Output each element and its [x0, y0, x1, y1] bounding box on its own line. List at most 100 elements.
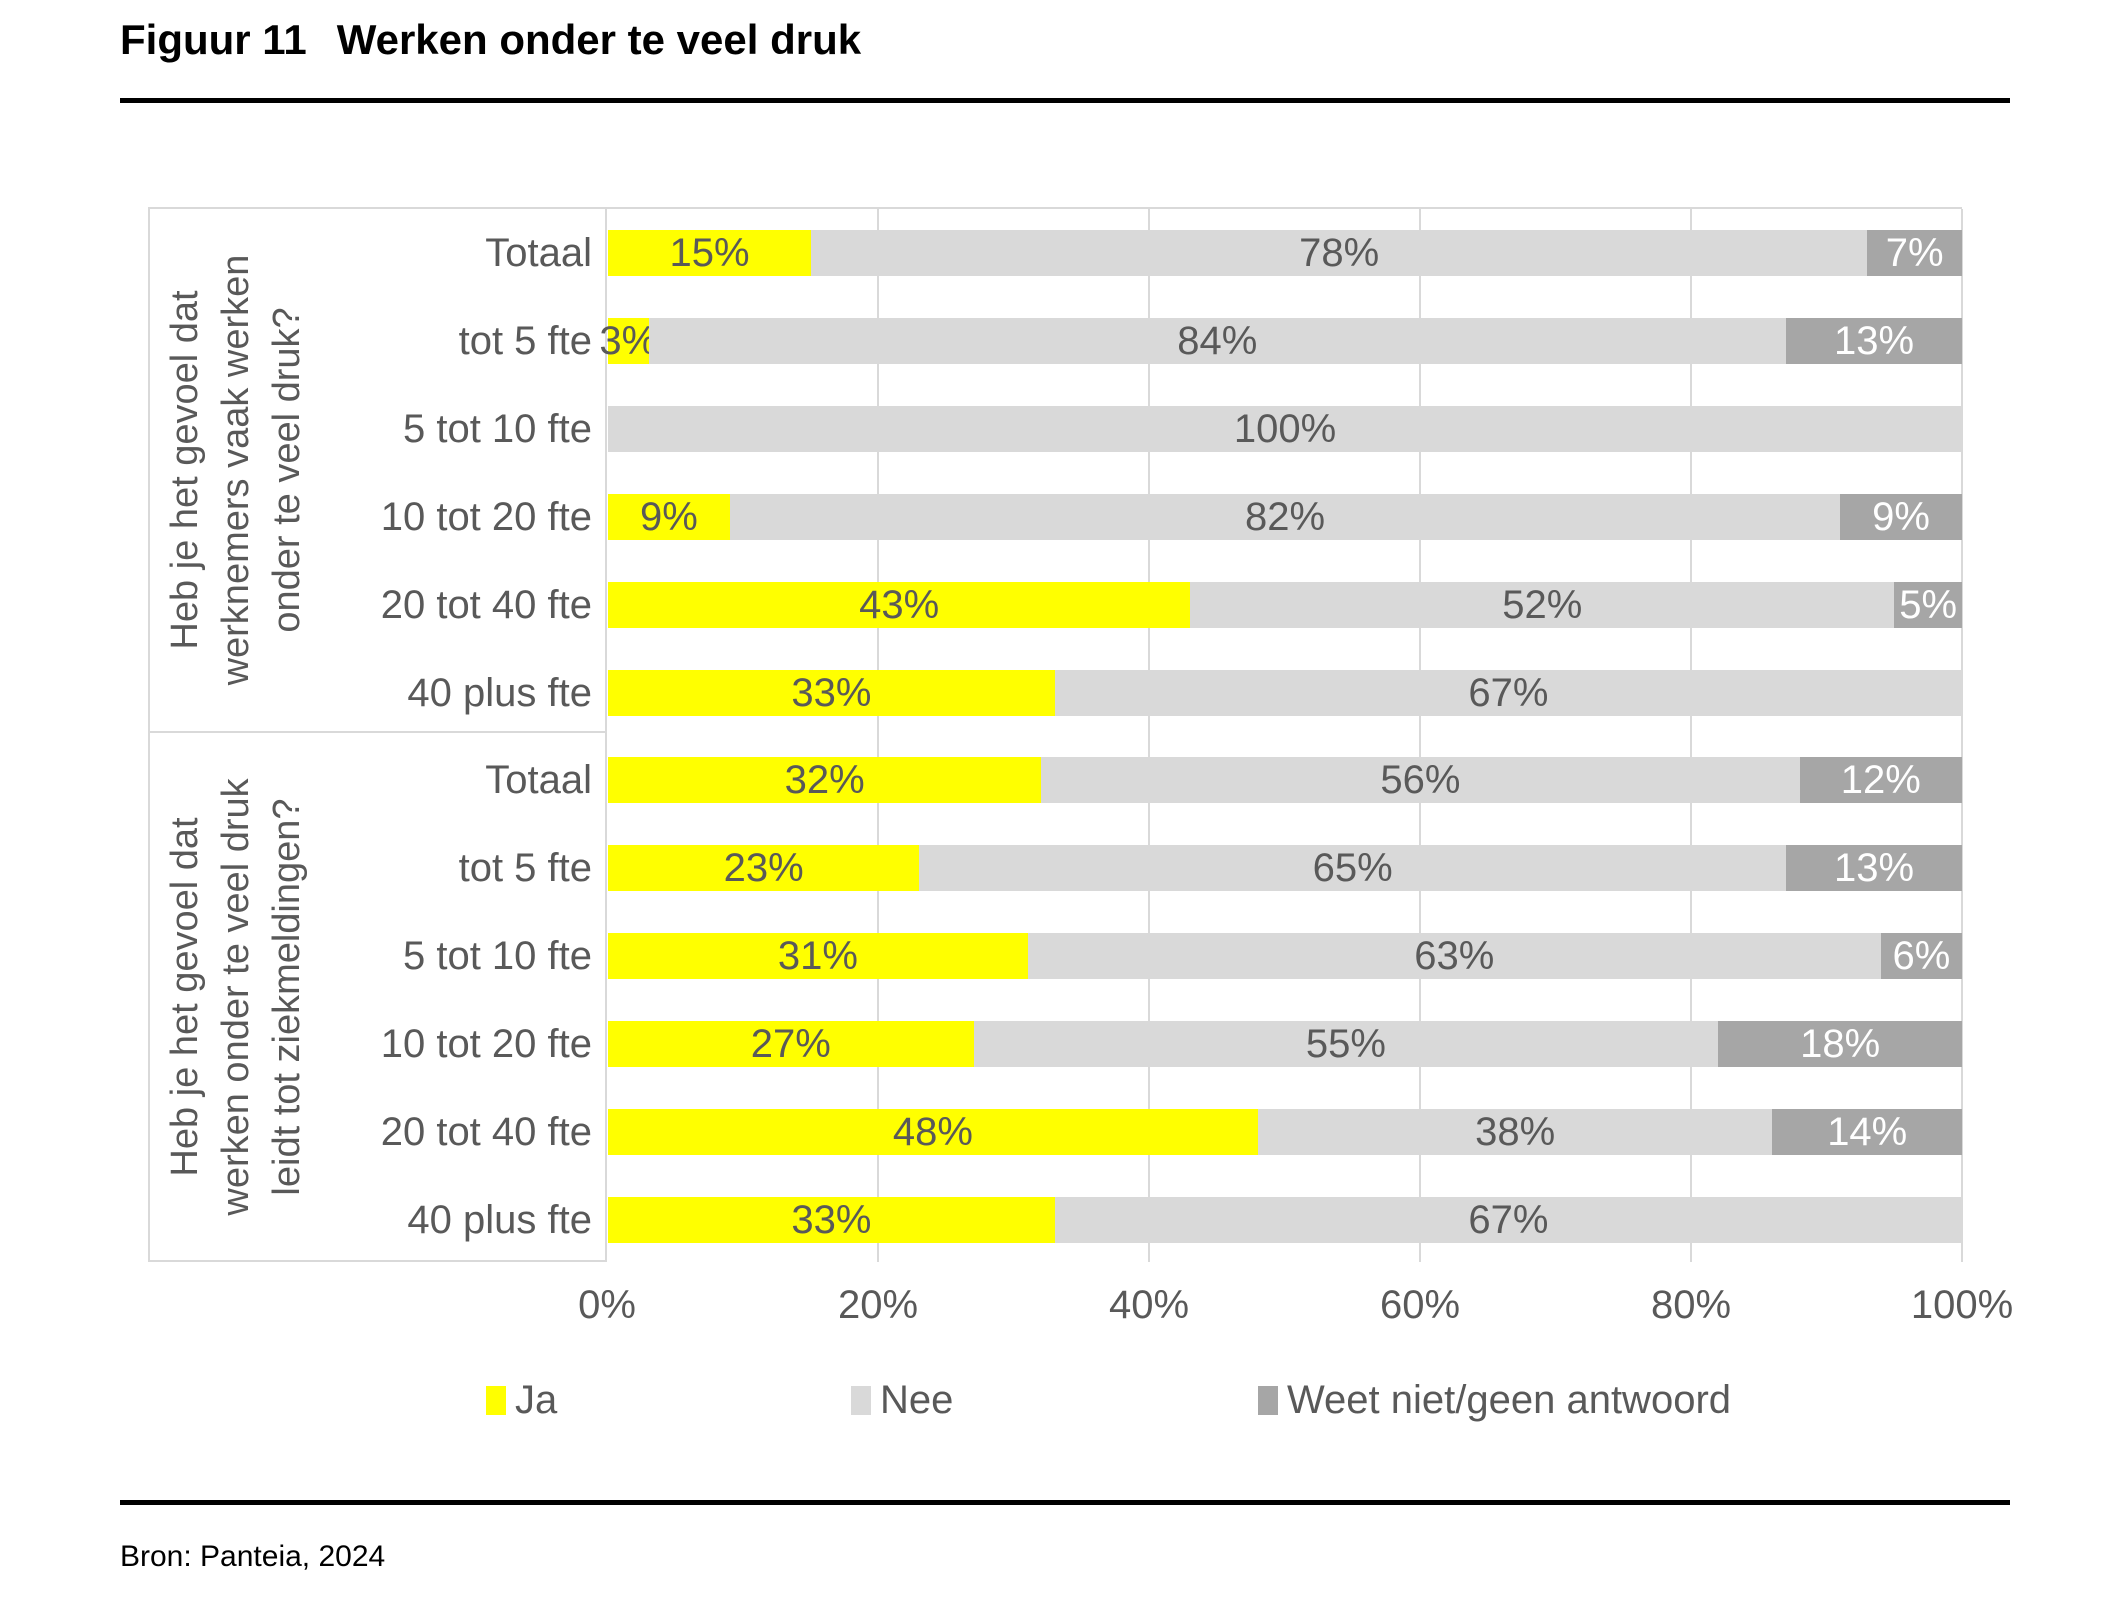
category-label: tot 5 fte [458, 319, 592, 363]
bar-value-label: 12% [1840, 757, 1921, 802]
bar-row: 23% 65% 13% [608, 845, 1962, 891]
bar-segment-nee: 82% [729, 494, 1841, 540]
figure-title-text: Werken onder te veel druk [336, 16, 862, 63]
category-label: 20 tot 40 fte [380, 1110, 592, 1154]
bar-value-label: 7% [1885, 230, 1944, 275]
bar-row: 3% 84% 13% [599, 318, 1962, 364]
bar-segment-ja: 33% [608, 670, 1055, 716]
legend-item-weet: Weet niet/geen antwoord [1258, 1378, 1731, 1423]
legend-swatch-icon [1258, 1386, 1278, 1415]
bar-segment-weet: 14% [1772, 1109, 1962, 1155]
bar-segment-ja: 31% [608, 933, 1028, 979]
figure-title: Figuur 11 Werken onder te veel druk [120, 16, 861, 64]
plot-top-border [607, 207, 1962, 209]
bar-value-label: 14% [1827, 1109, 1908, 1154]
bar-value-label: 3% [599, 318, 658, 363]
legend-item-nee: Nee [851, 1378, 953, 1423]
gridline [1419, 209, 1421, 1262]
bar-segment-nee: 55% [973, 1021, 1719, 1067]
gridline [1690, 209, 1692, 1262]
bar-segment-ja: 3% [599, 318, 657, 364]
category-panel-border [148, 207, 607, 1262]
bar-segment-weet: 5% [1894, 582, 1962, 628]
bar-segment-ja: 9% [608, 494, 730, 540]
question-label-line: onder te veel druk? [266, 306, 308, 633]
category-label: 5 tot 10 fte [402, 407, 592, 451]
bar-segment-nee: 67% [1054, 670, 1962, 716]
bar-segment-weet: 12% [1799, 757, 1962, 803]
bar-value-label: 48% [892, 1109, 973, 1154]
bar-row: 33% 67% [608, 670, 1962, 716]
bar-row: 100% [608, 406, 1962, 452]
bar-row: 15% 78% 7% [608, 230, 1962, 276]
bar-value-label: 52% [1502, 582, 1583, 627]
title-rule [120, 98, 2010, 103]
footer-rule [120, 1500, 2010, 1505]
question-label-line: werknemers vaak werken [215, 254, 257, 685]
bar-value-label: 18% [1800, 1021, 1881, 1066]
bar-value-label: 33% [791, 670, 872, 715]
bar-segment-ja: 32% [608, 757, 1042, 803]
bar-row: 43% 52% 5% [608, 582, 1962, 628]
legend-label: Nee [880, 1378, 954, 1422]
bar-value-label: 78% [1299, 230, 1380, 275]
bar-value-label: 82% [1244, 494, 1326, 539]
category-label: 5 tot 10 fte [402, 934, 592, 978]
x-axis-tick-label: 100% [1910, 1283, 2014, 1327]
bar-value-label: 43% [859, 582, 940, 627]
bar-value-label: 9% [1872, 494, 1930, 539]
bar-segment-nee: 100% [608, 406, 1962, 452]
bar-segment-weet: 18% [1718, 1021, 1962, 1067]
bar-value-label: 27% [750, 1021, 831, 1066]
bar-value-label: 32% [784, 757, 865, 802]
legend-swatch-icon [851, 1386, 871, 1415]
bar-segment-nee: 78% [811, 230, 1868, 276]
bar-segment-nee: 38% [1257, 1109, 1773, 1155]
bar-segment-ja: 15% [608, 230, 812, 276]
question-label: Heb je het gevoel dat werken onder te vee… [160, 737, 320, 1257]
bar-segment-nee: 63% [1027, 933, 1881, 979]
bar-segment-ja: 23% [608, 845, 920, 891]
bar-value-label: 65% [1312, 845, 1393, 890]
bar-value-label: 67% [1468, 1197, 1549, 1242]
bar-segment-weet: 6% [1880, 933, 1962, 979]
bar-value-label: 13% [1833, 318, 1915, 363]
category-label: Totaal [485, 758, 592, 802]
bar-value-label: 5% [1899, 582, 1958, 627]
x-axis-tick-label: 80% [1650, 1283, 1732, 1327]
bar-value-label: 15% [669, 230, 750, 275]
x-axis-tick-label: 60% [1379, 1283, 1461, 1327]
bar-row: 32% 56% 12% [608, 757, 1962, 803]
category-label: 40 plus fte [407, 1198, 592, 1242]
bar-segment-nee: 84% [648, 318, 1786, 364]
bar-segment-ja: 43% [608, 582, 1191, 628]
bar-value-label: 38% [1475, 1109, 1556, 1154]
bar-value-label: 67% [1468, 670, 1549, 715]
bar-segment-nee: 56% [1041, 757, 1800, 803]
bar-value-label: 84% [1177, 318, 1258, 363]
bar-value-label: 100% [1233, 406, 1337, 451]
category-label: tot 5 fte [458, 846, 592, 890]
bar-segment-weet: 7% [1867, 230, 1962, 276]
bar-segment-nee: 65% [919, 845, 1786, 891]
category-label: 20 tot 40 fte [380, 583, 592, 627]
bar-value-label: 63% [1414, 933, 1495, 978]
question-label-line: leidt tot ziekmeldingen? [266, 798, 308, 1196]
category-label: 40 plus fte [407, 671, 592, 715]
bar-value-label: 13% [1833, 845, 1915, 890]
bar-value-label: 56% [1380, 757, 1461, 802]
legend-item-ja: Ja [486, 1378, 557, 1423]
bar-segment-ja: 33% [608, 1197, 1055, 1243]
bar-row: 33% 67% [608, 1197, 1962, 1243]
question-group-divider [148, 731, 607, 733]
bar-segment-ja: 48% [608, 1109, 1258, 1155]
bar-segment-nee: 67% [1054, 1197, 1962, 1243]
category-label: 10 tot 20 fte [380, 1022, 592, 1066]
question-label-line: werken onder te veel druk [215, 778, 257, 1216]
bar-value-label: 31% [777, 933, 858, 978]
bar-segment-weet: 13% [1785, 845, 1962, 891]
source-note: Bron: Panteia, 2024 [120, 1540, 386, 1573]
legend-swatch-icon [486, 1386, 506, 1415]
question-label-line: Heb je het gevoel dat [164, 289, 206, 650]
